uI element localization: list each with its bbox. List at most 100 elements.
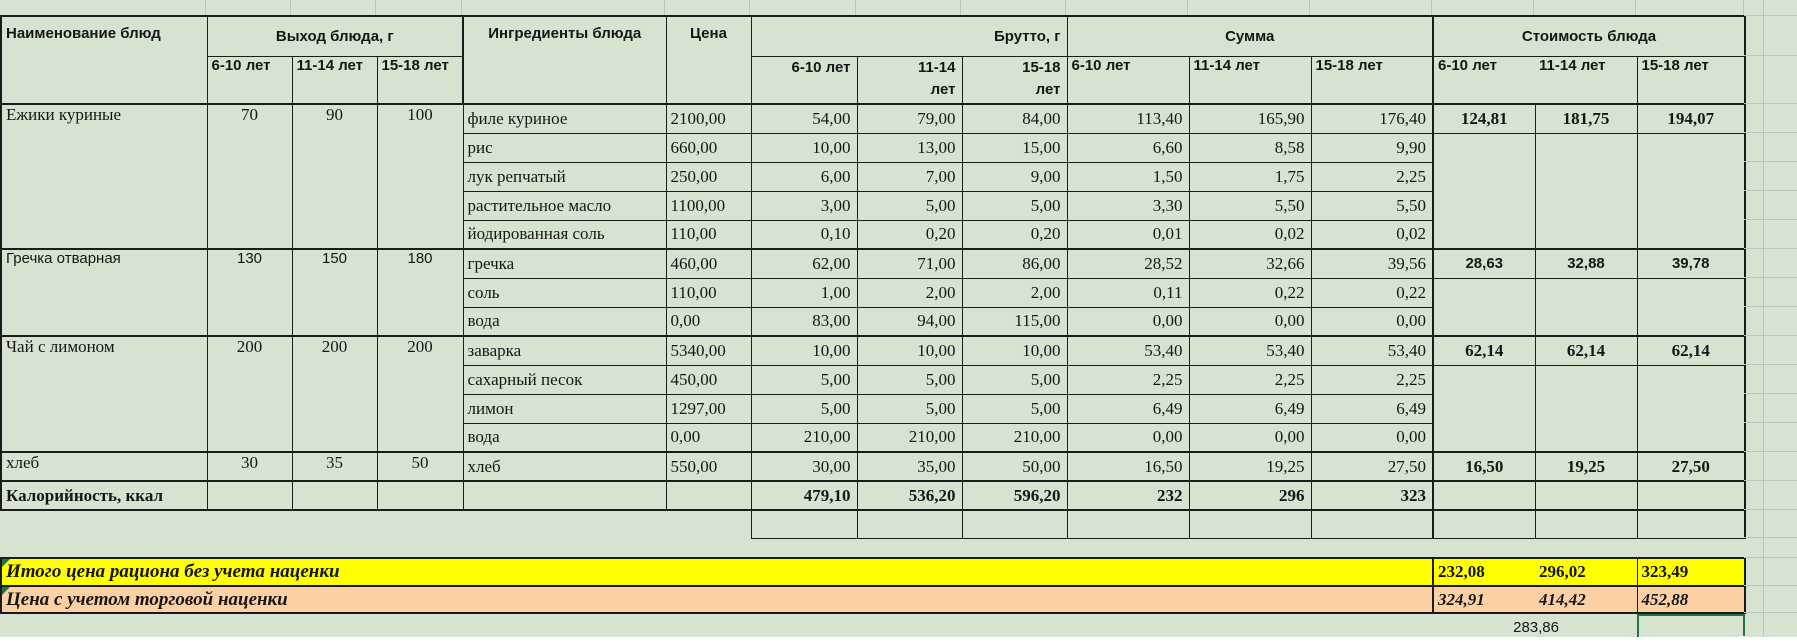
total-with-markup-label[interactable]: Цена с учетом торговой наценки	[0, 586, 1434, 614]
cell-ingredient-name[interactable]: хлеб	[463, 452, 667, 482]
cell-empty[interactable]	[1637, 510, 1746, 539]
calories-sum-age-0[interactable]: 232	[1067, 481, 1190, 511]
cell-sum-age-0[interactable]: 113,40	[1067, 104, 1190, 134]
cell-sum-age-0[interactable]: 28,52	[1067, 249, 1190, 279]
cell-gross-age-1[interactable]: 5,00	[857, 191, 963, 221]
cell-gross-age-2[interactable]: 115,00	[962, 307, 1068, 337]
cell-sum-age-1[interactable]: 0,00	[1189, 423, 1312, 453]
cell-price[interactable]: 450,00	[666, 365, 752, 395]
cell-sum-age-1[interactable]: 8,58	[1189, 133, 1312, 163]
cell-empty[interactable]	[1637, 481, 1746, 511]
cell-empty[interactable]	[463, 481, 667, 511]
total-without-markup-label[interactable]: Итого цена рациона без учета наценки	[0, 557, 1434, 587]
col-header-sum-group[interactable]: Сумма	[1067, 15, 1434, 57]
cell-ingredient-name[interactable]: рис	[463, 133, 667, 163]
cell-sum-age-2[interactable]: 0,22	[1311, 278, 1434, 308]
col-header-output-age-2[interactable]: 15-18 лет	[377, 56, 464, 105]
cell-empty[interactable]	[857, 510, 963, 539]
cell-gross-age-2[interactable]: 5,00	[962, 394, 1068, 424]
cell-gross-age-0[interactable]: 62,00	[751, 249, 858, 279]
cell-cost-age-2[interactable]: 194,07	[1637, 104, 1746, 134]
cell-ingredient-name[interactable]: филе куриное	[463, 104, 667, 134]
cell-output-age-1[interactable]: 200	[292, 336, 378, 453]
cell-gross-age-0[interactable]: 83,00	[751, 307, 858, 337]
cell-output-age-0[interactable]: 30	[207, 452, 293, 482]
cell-sum-age-1[interactable]: 6,49	[1189, 394, 1312, 424]
cell-gross-age-1[interactable]: 13,00	[857, 133, 963, 163]
cell-sum-age-2[interactable]: 176,40	[1311, 104, 1434, 134]
cell-sum-age-1[interactable]: 165,90	[1189, 104, 1312, 134]
col-header-cost-age-0[interactable]: 6-10 лет	[1432, 56, 1535, 105]
cell-empty[interactable]	[750, 510, 858, 539]
cell-cost-empty[interactable]	[1637, 278, 1746, 337]
cell-cost-age-1[interactable]: 19,25	[1535, 452, 1638, 482]
cell-price[interactable]: 110,00	[666, 278, 752, 308]
col-header-sum-age-0[interactable]: 6-10 лет	[1067, 56, 1190, 105]
cell-gross-age-0[interactable]: 0,10	[751, 220, 858, 250]
cell-empty[interactable]	[1189, 510, 1312, 539]
cell-sum-age-2[interactable]: 27,50	[1311, 452, 1434, 482]
cell-gross-age-2[interactable]: 0,20	[962, 220, 1068, 250]
cell-sum-age-0[interactable]: 2,25	[1067, 365, 1190, 395]
cell-cost-age-2[interactable]: 27,50	[1637, 452, 1746, 482]
calories-gross-age-2[interactable]: 596,20	[962, 481, 1068, 511]
calories-sum-age-1[interactable]: 296	[1189, 481, 1312, 511]
cell-gross-age-1[interactable]: 210,00	[857, 423, 963, 453]
cell-price[interactable]: 2100,00	[666, 104, 752, 134]
cell-cost-age-0[interactable]: 28,63	[1432, 249, 1536, 279]
col-header-output-age-1[interactable]: 11-14 лет	[292, 56, 378, 105]
cell-sum-age-1[interactable]: 0,02	[1189, 220, 1312, 250]
cell-gross-age-1[interactable]: 71,00	[857, 249, 963, 279]
cell-sum-age-2[interactable]: 2,25	[1311, 365, 1434, 395]
cell-output-age-2[interactable]: 180	[377, 249, 464, 337]
cell-output-age-0[interactable]: 200	[207, 336, 293, 453]
cell-gross-age-2[interactable]: 9,00	[962, 162, 1068, 192]
cell-empty[interactable]	[1, 538, 1745, 558]
cell-output-age-1[interactable]: 150	[292, 249, 378, 337]
total-with-markup-value-2[interactable]: 452,88	[1637, 586, 1746, 614]
cell-gross-age-2[interactable]: 5,00	[962, 191, 1068, 221]
cell-sum-age-0[interactable]: 53,40	[1067, 336, 1190, 366]
cell-cost-empty[interactable]	[1535, 133, 1638, 250]
cell-price[interactable]: 460,00	[666, 249, 752, 279]
cell-sum-age-1[interactable]: 5,50	[1189, 191, 1312, 221]
cell-sum-age-0[interactable]: 0,01	[1067, 220, 1190, 250]
cell-sum-age-1[interactable]: 1,75	[1189, 162, 1312, 192]
cell-cost-empty[interactable]	[1432, 365, 1536, 453]
cell-sum-age-2[interactable]: 5,50	[1311, 191, 1434, 221]
cell-dish-name[interactable]: Чай с лимоном	[0, 336, 208, 453]
cell-price[interactable]: 1297,00	[666, 394, 752, 424]
cell-sum-age-2[interactable]: 39,56	[1311, 249, 1434, 279]
cell-sum-age-0[interactable]: 6,49	[1067, 394, 1190, 424]
cell-gross-age-2[interactable]: 2,00	[962, 278, 1068, 308]
cell-sum-age-2[interactable]: 0,00	[1311, 423, 1434, 453]
cell-output-age-2[interactable]: 50	[377, 452, 464, 482]
cell-sum-age-2[interactable]: 0,02	[1311, 220, 1434, 250]
cell-output-age-1[interactable]: 35	[292, 452, 378, 482]
cell-dish-name[interactable]: Ежики куриные	[0, 104, 208, 250]
cell-sum-age-2[interactable]: 53,40	[1311, 336, 1434, 366]
cell-sum-age-1[interactable]: 0,22	[1189, 278, 1312, 308]
calories-sum-age-2[interactable]: 323	[1311, 481, 1434, 511]
col-header-ingredients[interactable]: Ингредиенты блюда	[462, 15, 667, 105]
cell-price[interactable]: 1100,00	[666, 191, 752, 221]
cell-gross-age-0[interactable]: 5,00	[751, 365, 858, 395]
col-header-cost-group[interactable]: Стоимость блюда	[1432, 15, 1746, 57]
cell-sum-age-1[interactable]: 32,66	[1189, 249, 1312, 279]
cell-price[interactable]: 660,00	[666, 133, 752, 163]
cell-price[interactable]: 250,00	[666, 162, 752, 192]
cell-gross-age-1[interactable]: 7,00	[857, 162, 963, 192]
calories-label[interactable]: Калорийность, ккал	[0, 481, 208, 511]
cell-cost-empty[interactable]	[1432, 278, 1536, 337]
cell-empty[interactable]	[1067, 510, 1190, 539]
cell-sum-age-1[interactable]: 19,25	[1189, 452, 1312, 482]
cell-empty[interactable]	[1432, 481, 1536, 511]
cell-gross-age-1[interactable]: 2,00	[857, 278, 963, 308]
cell-sum-age-2[interactable]: 2,25	[1311, 162, 1434, 192]
cell-cost-empty[interactable]	[1637, 365, 1746, 453]
cell-gross-age-0[interactable]: 5,00	[751, 394, 858, 424]
cell-ingredient-name[interactable]: вода	[463, 423, 667, 453]
calories-gross-age-1[interactable]: 536,20	[857, 481, 963, 511]
cell-gross-age-1[interactable]: 79,00	[857, 104, 963, 134]
cell-cost-age-0[interactable]: 16,50	[1432, 452, 1536, 482]
